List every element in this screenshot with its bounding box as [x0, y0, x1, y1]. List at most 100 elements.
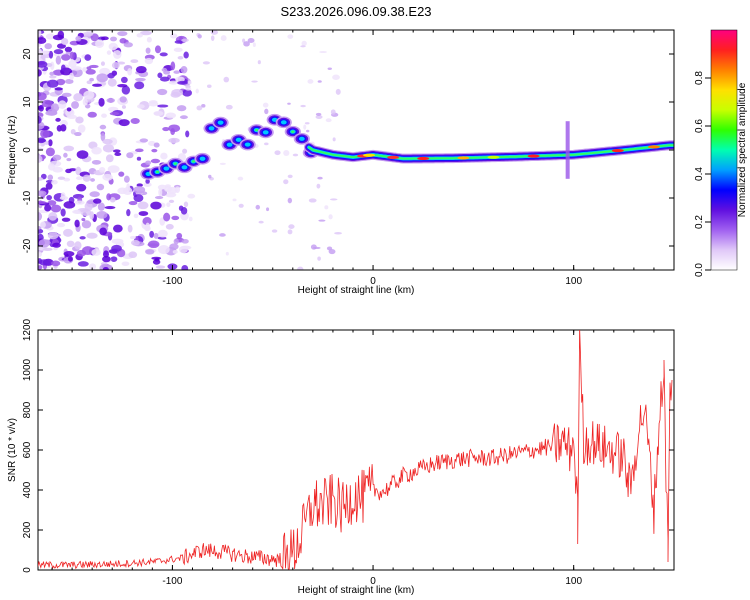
noise-blob [70, 128, 76, 135]
noise-blob [38, 60, 48, 68]
noise-blob [264, 108, 269, 115]
noise-blob [63, 251, 75, 257]
noise-blob [81, 246, 94, 255]
noise-blob [91, 159, 102, 165]
noise-blob [158, 188, 163, 197]
noise-blob [303, 124, 307, 130]
noise-blob [102, 250, 110, 258]
noise-blob [128, 200, 138, 206]
noise-blob [168, 137, 180, 144]
noise-blob [74, 241, 82, 250]
noise-blob [173, 238, 179, 245]
snr-xtick-label: -100 [162, 576, 182, 587]
noise-blob [52, 242, 61, 248]
noise-blob [147, 240, 160, 249]
noise-blob [145, 249, 155, 255]
noise-blob [101, 113, 107, 118]
snr-ytick-label: 200 [22, 521, 33, 538]
ridge-blob [226, 142, 233, 147]
noise-blob [202, 61, 210, 65]
noise-blob [38, 116, 42, 124]
noise-blob [61, 64, 66, 72]
noise-blob [90, 33, 99, 42]
noise-blob [157, 104, 169, 108]
noise-blob [317, 176, 323, 180]
noise-blob [75, 166, 82, 176]
noise-blob [145, 47, 151, 54]
noise-blob [332, 137, 336, 142]
noise-blob [162, 127, 170, 132]
noise-blob [54, 87, 63, 91]
ridge-hotspot [611, 148, 624, 153]
noise-blob [63, 228, 73, 237]
noise-blob [77, 261, 89, 267]
noise-blob [38, 69, 42, 77]
noise-blob [135, 65, 147, 74]
noise-blob [100, 61, 105, 66]
noise-blob [126, 183, 131, 192]
noise-blob [110, 36, 117, 42]
noise-blob [283, 150, 290, 156]
noise-blob [76, 150, 89, 159]
noise-blob [56, 222, 66, 228]
ridge-blob [199, 156, 206, 161]
noise-blob [104, 205, 116, 210]
noise-blob [66, 157, 72, 162]
noise-blob [48, 50, 54, 59]
noise-blob [44, 204, 52, 212]
ridge-smear [565, 121, 570, 179]
colorbar-tick-label: 0.4 [694, 167, 705, 181]
noise-blob [155, 265, 166, 269]
noise-blob [195, 88, 199, 94]
noise-blob [157, 88, 168, 96]
noise-blob [106, 98, 115, 103]
noise-blob [87, 111, 97, 118]
ridge-blob [255, 128, 259, 132]
noise-blob [165, 112, 177, 119]
snr-xtick-label: 0 [370, 576, 376, 587]
noise-blob [287, 34, 294, 39]
noise-blob [266, 207, 270, 212]
noise-blob [46, 79, 59, 88]
noise-blob [133, 213, 139, 219]
noise-blob [89, 263, 96, 270]
noise-blob [306, 129, 310, 133]
noise-blob [82, 174, 91, 182]
snr-series-line [38, 330, 673, 570]
noise-blob [210, 35, 215, 42]
noise-blob [136, 104, 145, 109]
noise-blob [45, 182, 53, 190]
noise-blob [102, 267, 109, 270]
ridge-blob [280, 120, 287, 125]
noise-blob [97, 202, 105, 211]
noise-blob [46, 194, 52, 201]
noise-blob [154, 257, 160, 262]
noise-blob [327, 67, 332, 70]
noise-blob [38, 121, 45, 130]
ridge-blob [244, 142, 251, 147]
noise-blob [312, 246, 321, 250]
noise-blob [225, 104, 233, 110]
noise-blob [178, 205, 184, 211]
noise-blob [114, 152, 122, 157]
noise-blob [153, 110, 164, 116]
noise-blob [66, 114, 77, 119]
noise-blob [38, 138, 47, 143]
noise-blob [146, 36, 152, 43]
noise-blob [177, 56, 184, 60]
noise-blob [60, 192, 66, 200]
noise-blob [232, 198, 237, 202]
noise-blob [69, 51, 75, 60]
snr-ylabel: SNR (10 * v/v) [7, 418, 18, 482]
noise-blob [315, 112, 322, 116]
ridge-hotspot [363, 153, 376, 157]
noise-blob [318, 219, 326, 222]
noise-blob [123, 42, 133, 48]
noise-blob [38, 37, 47, 44]
snr-ytick-label: 1200 [22, 318, 33, 341]
noise-blob [51, 260, 61, 267]
noise-blob [113, 224, 123, 233]
figure-title: S233.2026.096.09.38.E23 [280, 4, 431, 19]
noise-blob [131, 239, 140, 246]
